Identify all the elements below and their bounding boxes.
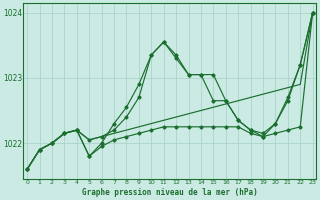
- X-axis label: Graphe pression niveau de la mer (hPa): Graphe pression niveau de la mer (hPa): [82, 188, 258, 197]
